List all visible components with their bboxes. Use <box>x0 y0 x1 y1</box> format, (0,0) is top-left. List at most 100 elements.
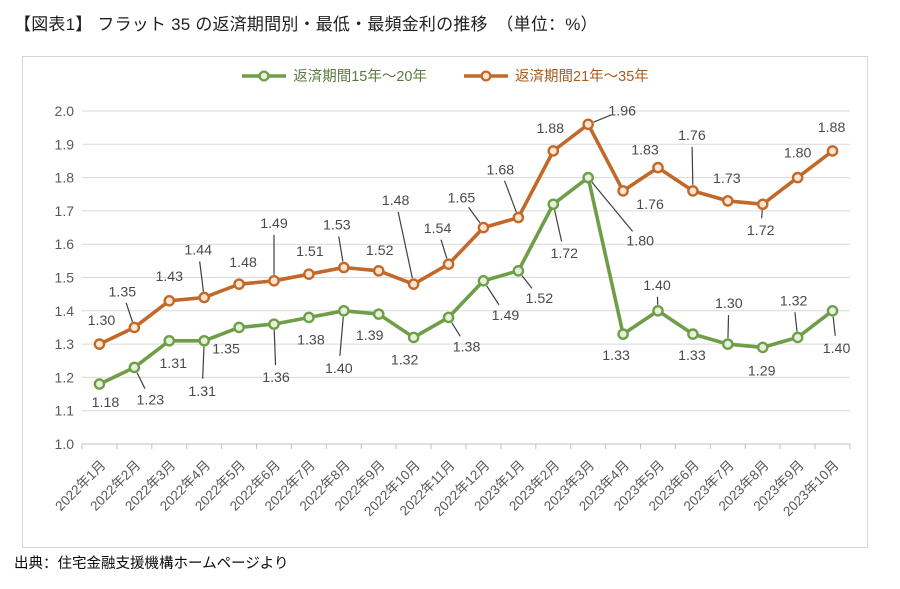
label-leader-line <box>521 275 533 289</box>
svg-text:1.5: 1.5 <box>55 270 75 286</box>
label-leader-line <box>125 302 134 322</box>
legend-marker-21-35-icon <box>464 69 508 82</box>
data-label: 1.73 <box>713 171 741 187</box>
data-label: 1.51 <box>296 244 324 260</box>
data-label: 1.68 <box>487 163 515 179</box>
data-label: 1.40 <box>325 361 353 377</box>
data-point <box>477 221 490 234</box>
data-point <box>617 328 629 340</box>
label-leader-line <box>554 209 563 242</box>
legend-item-21-35: 返済期間21年～35年 <box>463 65 649 86</box>
data-label: 1.35 <box>109 284 137 300</box>
data-point <box>512 211 525 224</box>
data-label: 1.18 <box>92 395 120 411</box>
data-point <box>582 118 594 131</box>
data-label: 1.49 <box>492 308 520 324</box>
data-point <box>756 198 769 211</box>
label-leader-line <box>504 180 517 213</box>
data-label: 1.32 <box>780 293 808 309</box>
data-point <box>617 185 629 197</box>
data-point <box>652 161 664 174</box>
data-label: 1.31 <box>188 384 216 400</box>
data-point <box>722 338 734 350</box>
svg-text:1.4: 1.4 <box>55 303 75 319</box>
data-label: 1.31 <box>159 356 187 372</box>
label-leader-line <box>339 316 344 356</box>
data-label: 1.32 <box>391 352 419 368</box>
series-15-20 <box>93 171 839 390</box>
data-point <box>303 311 315 324</box>
data-label: 1.52 <box>526 291 554 307</box>
data-point <box>233 278 245 290</box>
data-label: 1.80 <box>784 146 812 162</box>
data-label: 1.30 <box>715 296 743 312</box>
data-point <box>303 268 315 280</box>
svg-text:1.7: 1.7 <box>55 203 75 219</box>
data-point <box>826 304 839 317</box>
svg-text:1.3: 1.3 <box>55 336 75 352</box>
y-axis-labels: 1.0 1.1 1.2 1.3 1.4 1.5 1.6 1.7 1.8 1.9 2.0 <box>55 103 75 452</box>
data-label: 1.35 <box>212 341 240 357</box>
data-point <box>582 171 594 184</box>
data-label: 1.76 <box>678 128 706 144</box>
label-leader-line <box>202 346 205 379</box>
data-label: 1.30 <box>88 313 116 329</box>
label-leader-line <box>451 322 461 337</box>
data-label: 1.33 <box>678 348 706 364</box>
data-point <box>687 185 699 197</box>
data-label: 1.72 <box>747 223 775 239</box>
label-leader-line <box>832 316 836 336</box>
svg-text:1.2: 1.2 <box>55 369 75 385</box>
data-point <box>547 145 560 157</box>
data-label: 1.96 <box>608 103 636 119</box>
data-labels-21-35: 1.30 1.35 1.431.44 1.48 1.49 1.51 1.53 1.52 1.48… <box>88 103 846 329</box>
label-leader-line <box>338 236 344 262</box>
label-leader-line <box>397 211 413 279</box>
data-point <box>407 331 420 344</box>
data-label: 1.76 <box>636 197 664 213</box>
label-leader-line <box>468 206 481 224</box>
data-label: 1.44 <box>184 242 212 258</box>
legend-item-15-20: 返済期間15年～20年 <box>241 65 427 86</box>
label-leader-line <box>761 210 763 219</box>
gridlines <box>82 110 850 445</box>
data-label: 1.48 <box>382 193 410 209</box>
data-label: 1.43 <box>155 269 183 285</box>
data-point <box>512 265 525 277</box>
data-point <box>722 195 734 207</box>
source-note: 出典：住宅金融支援機構ホームページより <box>14 556 289 572</box>
data-label: 1.88 <box>536 121 564 137</box>
data-point <box>93 378 106 390</box>
svg-text:1.9: 1.9 <box>55 136 75 152</box>
label-leader-line <box>136 372 146 389</box>
data-point <box>372 308 385 320</box>
data-point <box>93 338 106 350</box>
svg-text:1.6: 1.6 <box>55 236 75 252</box>
data-label: 1.72 <box>550 246 578 262</box>
x-axis: 2022年1月2022年2月2022年3月2022年4月2022年5月2022年… <box>52 444 851 519</box>
data-labels-15-20: 1.18 1.231.311.311.351.361.381.401.391.32… <box>92 181 850 411</box>
data-point <box>268 275 280 287</box>
data-point <box>791 331 804 344</box>
data-label: 1.38 <box>297 332 325 348</box>
data-label: 1.65 <box>448 191 476 207</box>
line-chart-canvas: 1.0 1.1 1.2 1.3 1.4 1.5 1.6 1.7 1.8 1.9 2.0 2022年1月… <box>52 103 851 519</box>
chart-frame: 1.0 1.1 1.2 1.3 1.4 1.5 1.6 1.7 1.8 1.9 2.0 2022年1月… <box>22 56 868 548</box>
data-point <box>791 171 804 184</box>
data-label: 1.53 <box>323 218 351 234</box>
data-label: 1.52 <box>366 243 394 259</box>
label-leader-line <box>593 114 612 123</box>
series-21-35 <box>93 118 839 350</box>
svg-text:1.0: 1.0 <box>55 436 75 452</box>
label-leader-line <box>199 261 205 292</box>
data-label: 1.36 <box>262 370 290 386</box>
data-label: 1.49 <box>260 216 288 232</box>
label-leader-line <box>440 239 448 259</box>
data-point <box>442 258 455 270</box>
svg-text:2.0: 2.0 <box>55 103 75 119</box>
data-point <box>756 341 769 354</box>
label-leader-line <box>794 312 798 332</box>
data-label: 1.83 <box>631 143 659 159</box>
svg-text:1.1: 1.1 <box>55 403 75 419</box>
